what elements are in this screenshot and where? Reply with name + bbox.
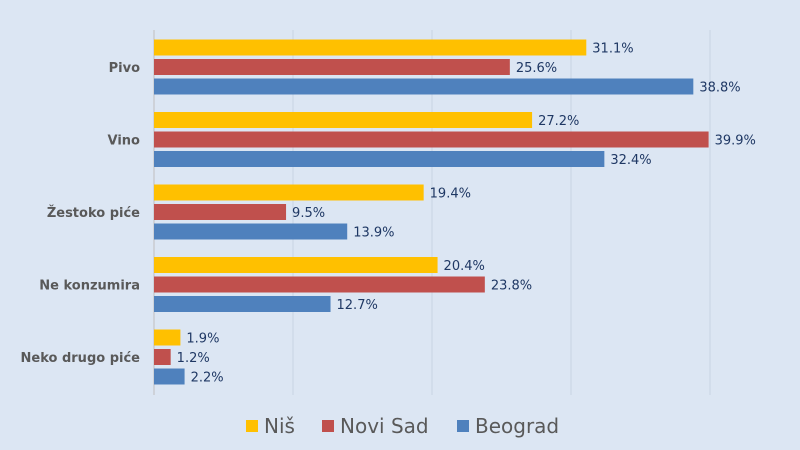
bar: [154, 257, 438, 273]
data-label: 19.4%: [430, 187, 471, 202]
data-label: 12.7%: [337, 298, 378, 313]
bar: [154, 151, 605, 167]
legend-label: Beograd: [475, 414, 559, 438]
data-label: 38.8%: [699, 81, 740, 96]
data-label: 39.9%: [715, 134, 756, 149]
legend-swatch: [322, 420, 334, 432]
legend-swatch: [457, 420, 469, 432]
bar: [154, 184, 424, 201]
data-label: 2.2%: [191, 371, 224, 386]
category-label: Pivo: [109, 61, 140, 76]
data-label: 32.4%: [610, 153, 651, 168]
data-label: 1.9%: [186, 332, 219, 347]
bar: [154, 59, 510, 75]
data-label: 9.5%: [292, 206, 325, 221]
bar: [154, 276, 485, 293]
legend-swatch: [246, 420, 258, 432]
bar: [154, 368, 185, 385]
bar: [154, 131, 709, 148]
bar: [154, 112, 533, 128]
bar: [154, 78, 694, 95]
data-label: 27.2%: [538, 114, 579, 129]
category-label: Ne konzumira: [39, 279, 140, 294]
bar: [154, 349, 171, 365]
legend-label: Niš: [264, 414, 295, 438]
category-label: Vino: [108, 134, 141, 149]
data-label: 20.4%: [444, 259, 485, 274]
data-label: 23.8%: [491, 279, 532, 294]
data-label: 31.1%: [592, 42, 633, 57]
category-label: Neko drugo piće: [21, 351, 141, 366]
data-label: 1.2%: [177, 351, 210, 366]
bar: [154, 39, 587, 56]
bar: [154, 329, 181, 346]
bar: [154, 223, 348, 240]
bar: [154, 204, 287, 220]
data-label: 13.9%: [353, 226, 394, 241]
data-label: 25.6%: [516, 61, 557, 76]
category-label: Žestoko piće: [47, 205, 140, 221]
bar: [154, 296, 331, 312]
legend-label: Novi Sad: [340, 414, 429, 438]
